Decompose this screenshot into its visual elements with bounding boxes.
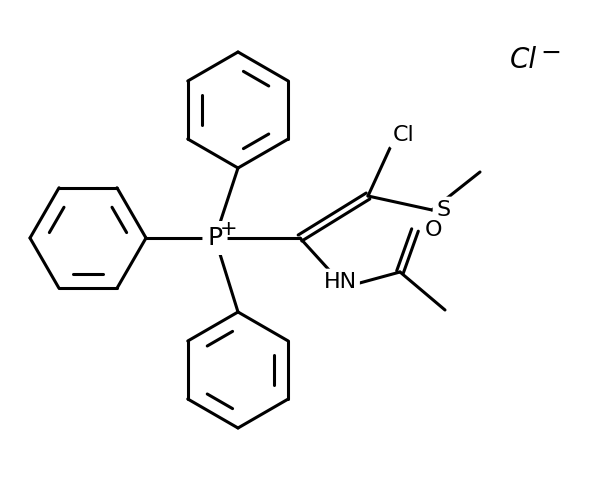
Text: +: + [220, 219, 238, 239]
Text: Cl: Cl [510, 46, 537, 74]
Text: Cl: Cl [393, 125, 415, 145]
Text: HN: HN [323, 272, 356, 292]
Text: −: − [540, 41, 561, 65]
Text: P: P [208, 226, 222, 250]
Text: O: O [425, 220, 442, 240]
Text: S: S [436, 200, 450, 220]
